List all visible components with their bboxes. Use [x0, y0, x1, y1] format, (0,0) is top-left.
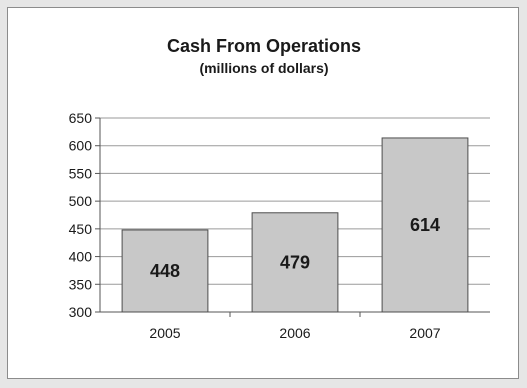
x-tick-label: 2006 [279, 325, 310, 341]
y-tick-label: 600 [69, 138, 93, 154]
y-tick-label: 300 [69, 304, 93, 320]
y-tick-label: 400 [69, 249, 93, 265]
y-tick-label: 650 [69, 110, 93, 126]
bar-2005 [121, 229, 209, 313]
data-label: 448 [150, 261, 180, 281]
chart-title: Cash From Operations [166, 36, 362, 56]
y-tick-label: 500 [69, 193, 93, 209]
x-tick-label: 2005 [149, 325, 180, 341]
y-tick-label: 350 [69, 276, 93, 292]
y-tick-label: 450 [69, 221, 93, 237]
chart-frame: Cash From Operations (millions of dollar… [7, 7, 519, 379]
bar-chart: 300 350 400 450 500 550 600 650 448 2005 479 2006 61… [69, 110, 490, 341]
data-label: 614 [410, 215, 440, 235]
y-tick-label: 550 [69, 165, 93, 181]
x-tick-label: 2007 [409, 325, 440, 341]
chart-subtitle: (millions of dollars) [199, 60, 329, 76]
bar-2007 [381, 137, 469, 313]
data-label: 479 [280, 252, 310, 272]
bar-2006 [251, 212, 339, 313]
